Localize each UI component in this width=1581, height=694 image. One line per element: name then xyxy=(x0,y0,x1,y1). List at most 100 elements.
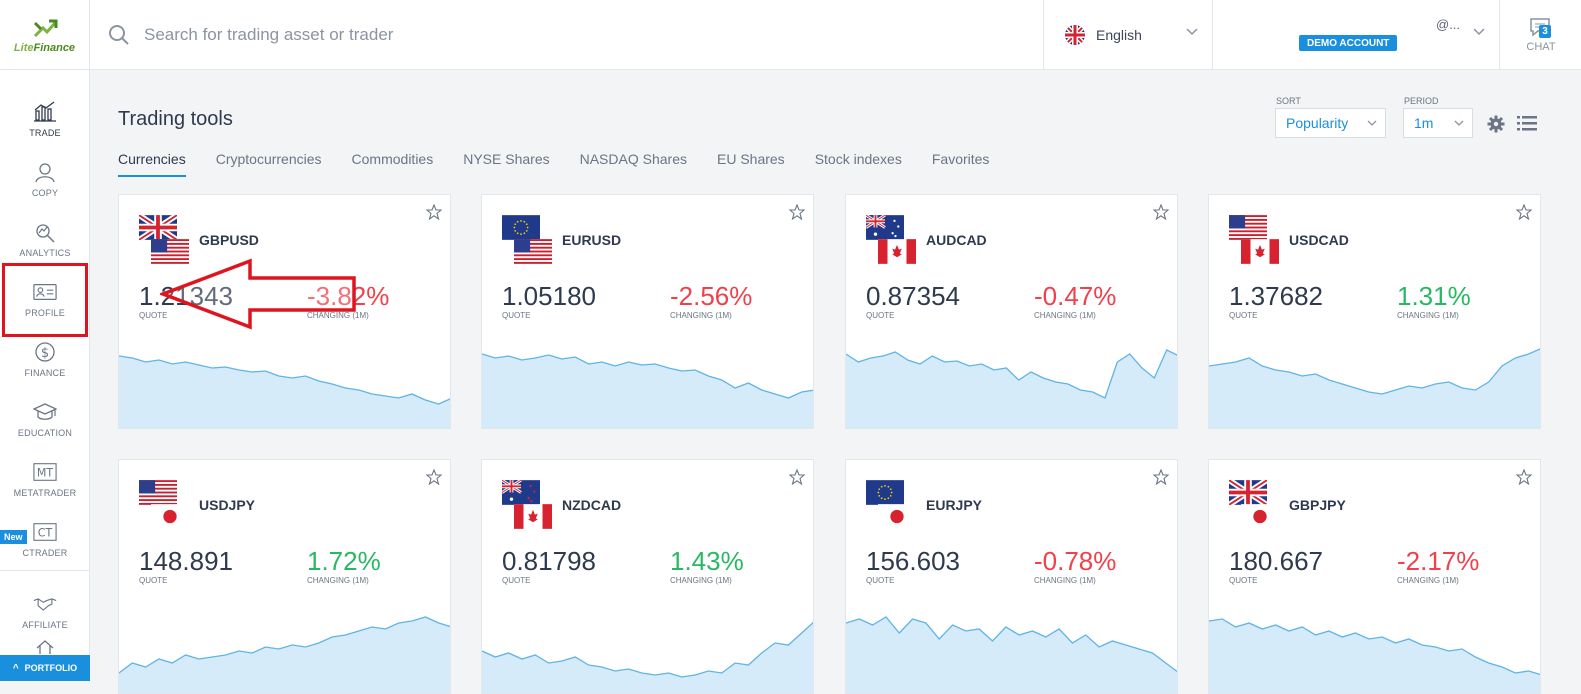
quote-label: QUOTE xyxy=(1229,311,1258,320)
sparkline-line xyxy=(846,616,1177,673)
home-icon xyxy=(36,640,54,654)
sidebar-item-profile[interactable]: PROFILE xyxy=(0,270,90,328)
quote-value: 0.81798 xyxy=(502,546,596,576)
currency-flags xyxy=(139,480,191,532)
eu-flag-icon xyxy=(502,215,540,240)
sidebar-item-ctrader[interactable]: CT CTRADER xyxy=(0,510,90,568)
chevron-down-icon xyxy=(1454,120,1464,126)
currency-flags xyxy=(502,480,554,532)
page-title: Trading tools xyxy=(118,108,233,130)
sort-select[interactable]: Popularity xyxy=(1275,108,1386,138)
change-value: -2.17% xyxy=(1397,546,1480,576)
mt-icon: MT xyxy=(33,462,57,481)
tab-favorites[interactable]: Favorites xyxy=(931,151,990,167)
account-menu[interactable]: DEMO ACCOUNT @... xyxy=(1214,0,1500,70)
instrument-card[interactable]: USDJPY 148.891 1.72% QUOTE CHANGING (1M) xyxy=(118,459,451,694)
sparkline-chart xyxy=(846,616,1177,693)
quote-label: QUOTE xyxy=(866,576,895,585)
sidebar-item-affiliate[interactable]: AFFILIATE xyxy=(0,582,90,640)
sidebar-item-trade[interactable]: TRADE xyxy=(0,90,90,148)
instrument-card[interactable]: EURJPY 156.603 -0.78% QUOTE CHANGING (1M) xyxy=(845,459,1178,694)
tab-currencies[interactable]: Currencies xyxy=(118,151,186,177)
star-icon[interactable] xyxy=(1516,204,1532,220)
tab-nasdaq-shares[interactable]: NASDAQ Shares xyxy=(579,151,687,167)
star-icon[interactable] xyxy=(426,204,442,220)
currency-flags xyxy=(866,215,918,267)
ca-flag-icon xyxy=(514,504,552,529)
new-badge: New xyxy=(0,530,27,544)
sidebar-item-analytics[interactable]: ANALYTICS xyxy=(0,210,90,268)
gear-icon[interactable] xyxy=(1487,115,1505,133)
instrument-card[interactable]: USDCAD 1.37682 1.31% QUOTE CHANGING (1M) xyxy=(1208,194,1541,429)
period-label: PERIOD xyxy=(1404,96,1439,106)
sparkline-area xyxy=(846,350,1177,428)
language-label: English xyxy=(1096,27,1142,43)
quote-label: QUOTE xyxy=(502,311,531,320)
sparkline-area xyxy=(119,617,450,693)
currency-flags xyxy=(1229,215,1281,267)
sparkline-area xyxy=(119,356,450,428)
portfolio-button[interactable]: ^ PORTFOLIO xyxy=(0,655,90,681)
sparkline-line xyxy=(482,353,813,399)
chevron-down-icon xyxy=(1186,28,1198,36)
tab-cryptocurrencies[interactable]: Cryptocurrencies xyxy=(215,151,322,167)
sort-label: SORT xyxy=(1276,96,1301,106)
tab-nyse-shares[interactable]: NYSE Shares xyxy=(463,151,550,167)
instrument-card[interactable]: NZDCAD 0.81798 1.43% QUOTE CHANGING (1M) xyxy=(481,459,814,694)
search-input[interactable]: Search for trading asset or trader xyxy=(108,20,393,50)
star-icon[interactable] xyxy=(789,469,805,485)
star-icon[interactable] xyxy=(789,204,805,220)
change-label: CHANGING (1M) xyxy=(670,311,732,320)
star-icon[interactable] xyxy=(1516,469,1532,485)
uk-flag-icon xyxy=(139,215,177,240)
sidebar-item-label: CTRADER xyxy=(22,547,68,558)
analytics-icon xyxy=(36,223,55,243)
tab-commodities[interactable]: Commodities xyxy=(351,151,434,167)
chevron-down-icon xyxy=(1473,28,1485,36)
tab-eu-shares[interactable]: EU Shares xyxy=(716,151,785,167)
jp-flag-icon xyxy=(1241,504,1279,529)
sidebar-item-education[interactable]: EDUCATION xyxy=(0,390,90,448)
sidebar-item-copy[interactable]: COPY xyxy=(0,150,90,208)
sort-value: Popularity xyxy=(1286,115,1349,131)
category-tabs: Currencies Cryptocurrencies Commodities … xyxy=(118,151,1019,177)
quote-value: 156.603 xyxy=(866,546,960,576)
instrument-symbol: NZDCAD xyxy=(562,497,622,513)
sparkline-chart xyxy=(482,621,813,693)
instrument-card[interactable]: AUDCAD 0.87354 -0.47% QUOTE CHANGING (1M) xyxy=(845,194,1178,429)
change-value: 1.43% xyxy=(670,546,744,576)
portfolio-label: PORTFOLIO xyxy=(24,663,78,673)
us-flag-icon xyxy=(514,239,552,264)
sparkline-line xyxy=(119,355,450,405)
sidebar-item-label: FINANCE xyxy=(24,367,66,378)
sidebar-item-label: ANALYTICS xyxy=(19,247,71,258)
instrument-card[interactable]: EURUSD 1.05180 -2.56% QUOTE CHANGING (1M) xyxy=(481,194,814,429)
sidebar-item-metatrader[interactable]: MT METATRADER xyxy=(0,450,90,508)
star-icon[interactable] xyxy=(426,469,442,485)
quote-value: 1.05180 xyxy=(502,281,596,311)
tab-stock-indexes[interactable]: Stock indexes xyxy=(814,151,902,167)
instrument-card[interactable]: GBPJPY 180.667 -2.17% QUOTE CHANGING (1M) xyxy=(1208,459,1541,694)
period-select[interactable]: 1m xyxy=(1403,108,1473,138)
quote-label: QUOTE xyxy=(139,311,168,320)
uk-flag-icon xyxy=(1229,480,1267,505)
quote-label: QUOTE xyxy=(1229,576,1258,585)
quote-label: QUOTE xyxy=(139,576,168,585)
ct-icon: CT xyxy=(33,522,57,541)
quote-value: 180.667 xyxy=(1229,546,1323,576)
sidebar-item-label: TRADE xyxy=(29,127,61,138)
change-label: CHANGING (1M) xyxy=(1397,576,1459,585)
change-label: CHANGING (1M) xyxy=(670,576,732,585)
quote-value: 1.37682 xyxy=(1229,281,1323,311)
star-icon[interactable] xyxy=(1153,469,1169,485)
language-select[interactable]: English xyxy=(1043,0,1213,70)
chat-button[interactable]: 3 CHAT xyxy=(1501,0,1581,70)
list-view-icon[interactable] xyxy=(1517,115,1537,131)
sidebar-item-finance[interactable]: $ FINANCE xyxy=(0,330,90,388)
sidebar-item-label: PROFILE xyxy=(25,307,65,318)
star-icon[interactable] xyxy=(1153,204,1169,220)
logo[interactable]: LiteFinance xyxy=(0,0,90,70)
instrument-symbol: AUDCAD xyxy=(926,232,987,248)
top-bar: LiteFinance Search for trading asset or … xyxy=(0,0,1581,70)
chat-label: CHAT xyxy=(1526,41,1556,53)
